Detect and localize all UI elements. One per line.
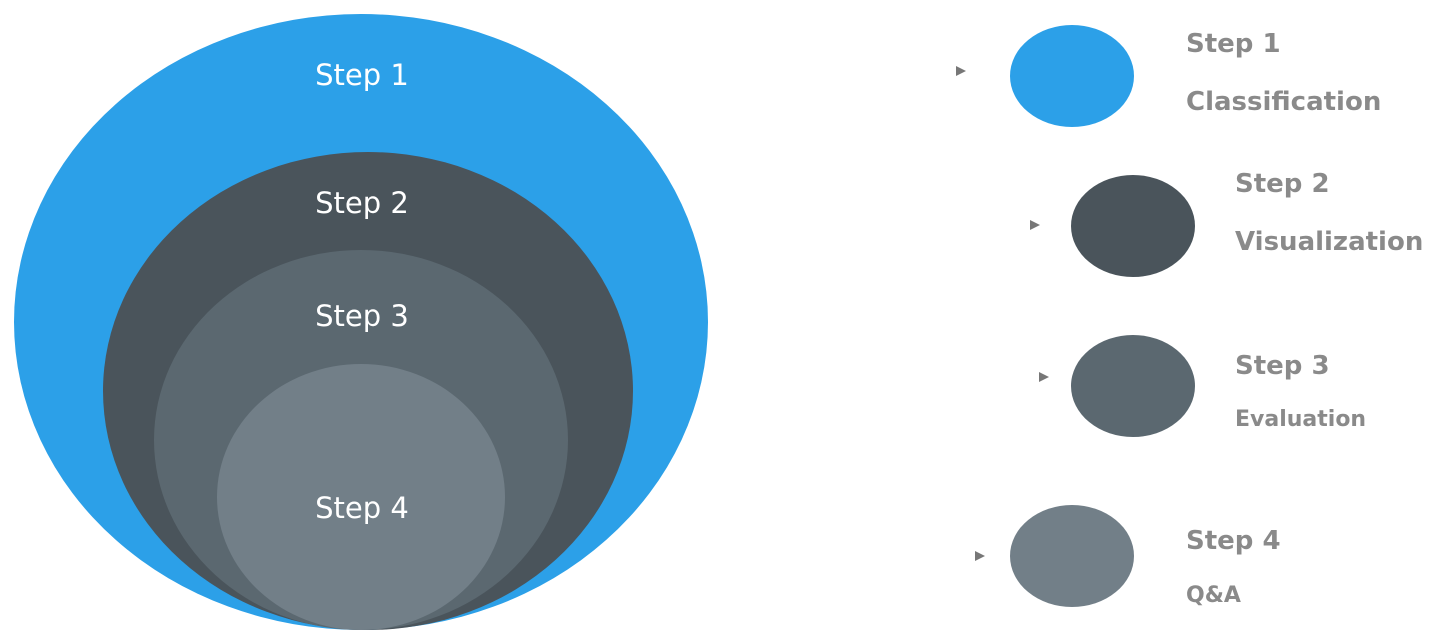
legend-desc-step-2: Visualization	[1235, 227, 1423, 257]
ring-label-step-4: Step 4	[315, 491, 409, 525]
legend-marker-step-1	[1010, 25, 1134, 127]
ring-step-4	[217, 364, 505, 630]
legend-markers	[1010, 25, 1195, 607]
legend-title-step-3: Step 3	[1235, 351, 1330, 381]
ring-label-step-3: Step 3	[315, 299, 409, 333]
legend-texts: Step 1 Classification Step 2 Visualizati…	[1186, 29, 1423, 608]
connector-arrows	[604, 66, 1049, 561]
legend-desc-step-4: Q&A	[1186, 583, 1241, 608]
legend-marker-step-4	[1010, 505, 1134, 607]
legend-title-step-1: Step 1	[1186, 29, 1281, 59]
legend-desc-step-3: Evaluation	[1235, 407, 1366, 432]
ring-label-step-2: Step 2	[315, 186, 409, 220]
legend-desc-step-1: Classification	[1186, 87, 1381, 117]
legend-title-step-2: Step 2	[1235, 169, 1330, 199]
ring-label-step-1: Step 1	[315, 58, 409, 92]
nested-circles	[14, 14, 708, 630]
legend-marker-step-3	[1071, 335, 1195, 437]
legend-title-step-4: Step 4	[1186, 526, 1281, 556]
ring-labels: Step 1 Step 2 Step 3 Step 4	[315, 58, 409, 525]
legend-marker-step-2	[1071, 175, 1195, 277]
